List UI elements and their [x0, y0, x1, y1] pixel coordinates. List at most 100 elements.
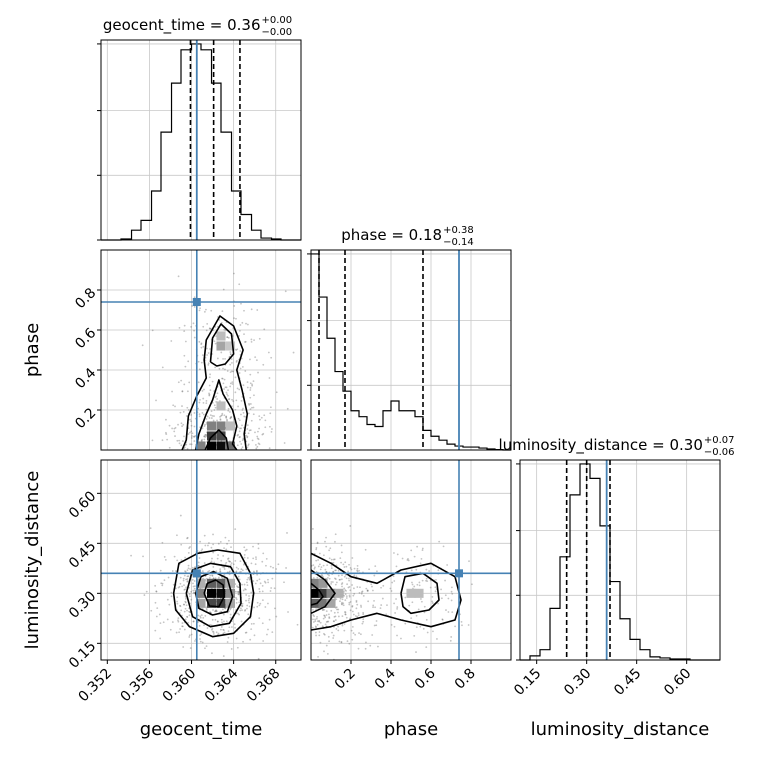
- sample-point: [190, 430, 193, 433]
- sample-point: [408, 604, 411, 607]
- sample-point: [242, 384, 245, 387]
- sample-point: [255, 447, 258, 450]
- sample-point: [183, 330, 186, 332]
- sample-point: [188, 452, 190, 454]
- sample-point: [411, 583, 414, 586]
- sample-point: [219, 540, 222, 543]
- sample-point: [285, 590, 287, 592]
- sample-point: [231, 626, 233, 628]
- sample-point: [192, 589, 195, 592]
- ytick-label-phase: 0.4: [72, 365, 99, 392]
- truth-marker: [192, 298, 201, 306]
- sample-point: [228, 411, 231, 413]
- sample-point: [269, 406, 272, 409]
- sample-point: [193, 425, 196, 428]
- sample-point: [187, 564, 190, 567]
- sample-point: [220, 559, 223, 562]
- density-cell: [311, 578, 320, 588]
- sample-point: [325, 644, 328, 647]
- sample-point: [248, 402, 250, 405]
- sample-point: [344, 589, 347, 591]
- sample-point: [212, 609, 214, 611]
- sample-point: [245, 568, 248, 571]
- sample-point: [193, 592, 196, 594]
- sample-point: [333, 615, 336, 618]
- density-cell: [216, 401, 226, 411]
- sample-point: [187, 621, 190, 624]
- sample-point: [264, 606, 267, 608]
- sample-point: [204, 647, 206, 650]
- sample-point: [425, 646, 428, 649]
- sample-point: [394, 612, 397, 614]
- sample-point: [272, 620, 274, 622]
- sample-point: [249, 358, 251, 361]
- sample-point: [272, 566, 275, 569]
- sample-point: [221, 310, 224, 313]
- sample-point: [316, 576, 319, 579]
- sample-point: [189, 443, 191, 446]
- sample-point: [193, 440, 196, 442]
- sample-point: [312, 577, 315, 579]
- sample-point: [441, 618, 444, 621]
- sample-point: [351, 557, 354, 559]
- sample-point: [161, 439, 164, 442]
- sample-point: [311, 626, 314, 629]
- sample-point: [206, 415, 209, 418]
- sample-point: [235, 359, 238, 362]
- sample-point: [237, 568, 240, 570]
- sample-point: [436, 638, 438, 640]
- sample-point: [471, 583, 473, 586]
- sample-point: [285, 567, 287, 569]
- sample-point: [421, 549, 424, 552]
- sample-point: [297, 635, 299, 637]
- sample-point: [244, 370, 247, 372]
- sample-point: [193, 435, 196, 438]
- sample-point: [273, 587, 276, 590]
- sample-point: [215, 631, 218, 634]
- sample-point: [198, 557, 201, 559]
- sample-point: [351, 610, 354, 613]
- sample-point: [346, 583, 349, 586]
- sample-point: [227, 557, 230, 560]
- sample-point: [213, 409, 216, 411]
- sample-point: [198, 458, 200, 460]
- sample-point: [348, 642, 351, 645]
- xtick-label-phase: 0.4: [372, 665, 399, 692]
- sample-point: [294, 595, 296, 597]
- sample-point: [302, 582, 304, 584]
- sample-point: [203, 435, 206, 438]
- sample-point: [209, 373, 211, 376]
- sample-point: [237, 452, 239, 454]
- sample-point: [208, 663, 210, 665]
- sample-point: [204, 434, 207, 436]
- sample-point: [229, 351, 232, 353]
- contour-3: [203, 579, 225, 608]
- sample-point: [294, 601, 296, 603]
- sample-point: [201, 452, 203, 454]
- sample-point: [318, 552, 321, 555]
- sample-point: [216, 419, 218, 422]
- sample-point: [188, 465, 190, 467]
- sample-point: [249, 638, 252, 641]
- sample-point: [233, 456, 235, 458]
- sample-point: [293, 583, 295, 585]
- sample-point: [315, 548, 318, 551]
- sample-point: [180, 422, 183, 425]
- sample-point: [438, 540, 441, 543]
- sample-point: [210, 309, 213, 312]
- sample-point: [304, 635, 306, 637]
- sample-point: [242, 484, 244, 486]
- sample-point: [188, 593, 191, 596]
- sample-point: [373, 574, 376, 577]
- sample-point: [193, 591, 195, 594]
- sample-point: [269, 590, 272, 592]
- sample-point: [266, 633, 268, 636]
- sample-point: [235, 601, 238, 604]
- sample-point: [235, 637, 238, 640]
- sample-point: [428, 570, 431, 572]
- sample-point: [240, 454, 242, 456]
- sample-point: [319, 621, 322, 624]
- sample-point: [205, 402, 208, 405]
- sample-point: [267, 628, 269, 631]
- sample-point: [319, 641, 322, 644]
